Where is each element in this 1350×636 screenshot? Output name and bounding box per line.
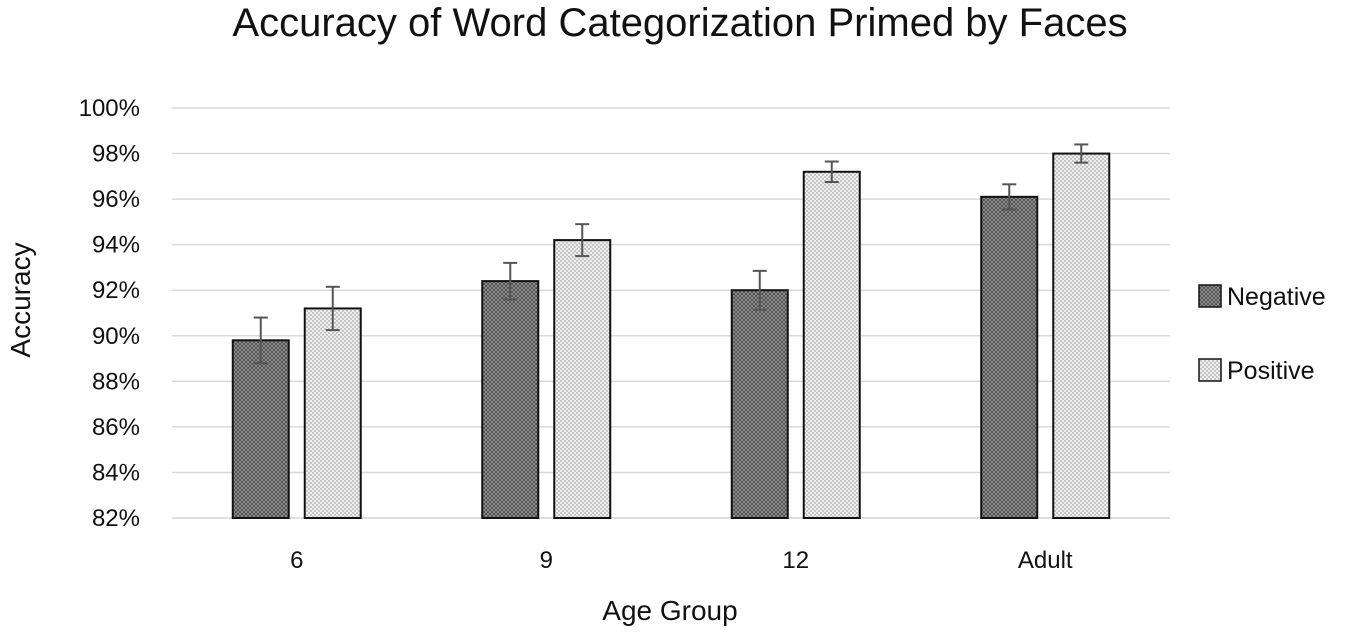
y-tick-label: 82% [92,505,140,532]
bars [231,143,1111,520]
y-tick-label: 88% [92,368,140,395]
y-axis-ticks: 82% 84% 86% 88% 90% 92% 94% 96% 98% 100% [79,95,140,532]
y-tick-label: 92% [92,277,140,304]
bar-positive [1052,152,1111,520]
bar-negative [481,280,540,519]
x-tick-label: 6 [290,547,303,574]
x-tick-label: 9 [540,547,553,574]
y-tick-label: 94% [92,232,140,259]
legend-swatch-positive [1198,358,1222,382]
legend-swatch-negative [1198,284,1222,308]
y-tick-label: 84% [92,459,140,486]
y-axis-label: Accuracy [5,242,36,357]
y-tick-label: 86% [92,414,140,441]
y-tick-label: 100% [79,95,140,122]
x-tick-label: Adult [1018,547,1073,574]
bar-positive [303,307,362,520]
legend-label-negative: Negative [1227,283,1326,311]
bar-negative [980,195,1039,519]
bar-positive [553,239,612,519]
legend-label-positive: Positive [1227,357,1315,385]
y-tick-label: 98% [92,141,140,168]
x-axis-ticks: 6 9 12 Adult [290,547,1073,574]
y-tick-label: 90% [92,323,140,350]
legend: Negative Positive [1198,283,1326,385]
chart-title: Accuracy of Word Categorization Primed b… [232,1,1127,45]
x-tick-label: 12 [782,547,809,574]
bar-negative [730,289,789,519]
bar-negative [231,339,290,520]
y-tick-label: 96% [92,186,140,213]
bar-positive [802,170,861,519]
x-axis-label: Age Group [602,595,737,626]
